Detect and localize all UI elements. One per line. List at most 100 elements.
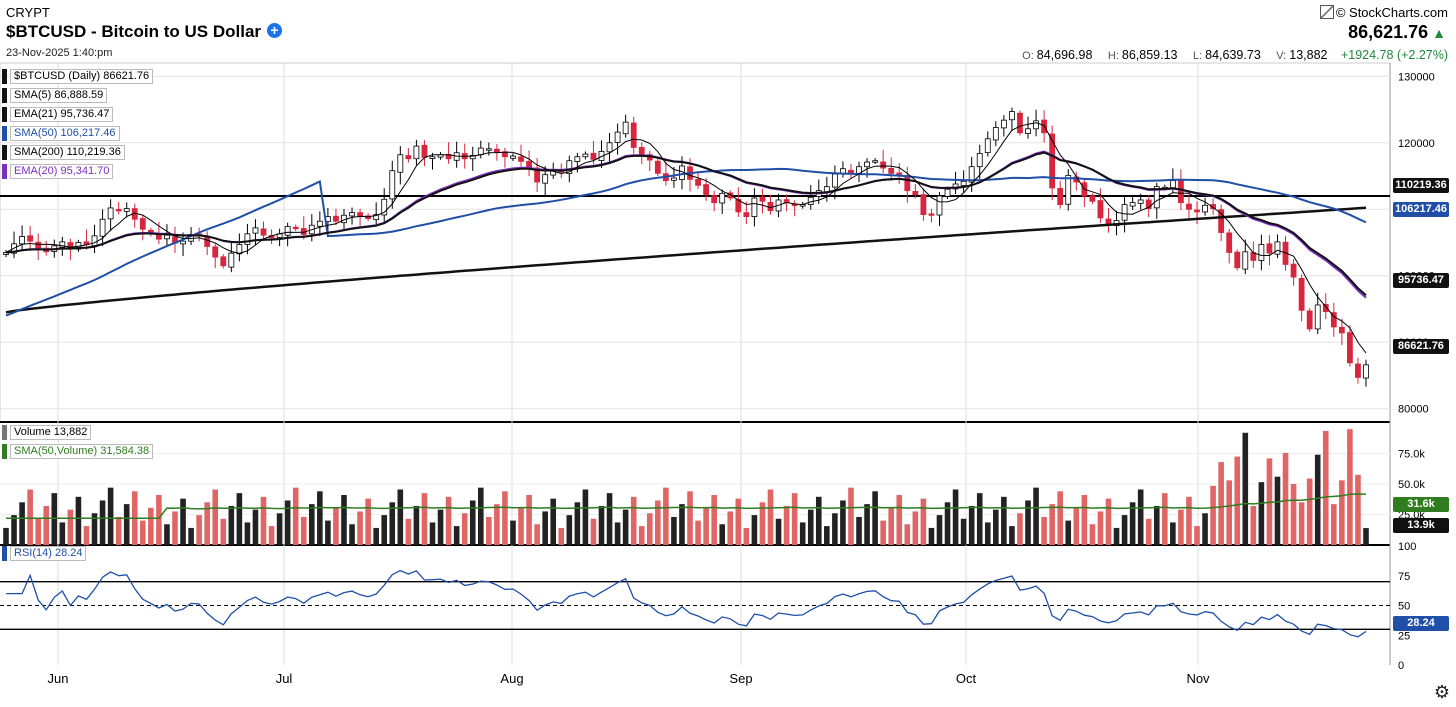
open-value: 84,696.98	[1036, 48, 1093, 62]
candle-body	[1242, 251, 1249, 270]
volume-bar	[43, 505, 50, 545]
candle	[1194, 201, 1200, 225]
candle-body	[59, 241, 66, 248]
candle-body	[220, 256, 227, 267]
candle-body	[1266, 243, 1273, 254]
candle-body	[1009, 111, 1015, 121]
volume-bar	[477, 487, 484, 545]
volume-bar	[3, 527, 9, 545]
legend-sma50: SMA(50) 106,217.46	[2, 126, 120, 141]
volume-bars	[3, 429, 1369, 545]
volume-bar	[759, 502, 766, 545]
brand[interactable]: © StockCharts.com	[1319, 5, 1448, 20]
up-arrow-icon: ▲	[1432, 25, 1446, 41]
candle	[212, 242, 219, 269]
volume-bar	[1226, 480, 1232, 545]
volume-bar	[35, 518, 41, 545]
y-tick-label: 75	[1398, 571, 1410, 583]
volume-bar	[107, 487, 114, 545]
candle-body	[1033, 120, 1039, 130]
legend-ema21: EMA(21) 95,736.47	[2, 107, 114, 122]
candle-body	[1322, 303, 1329, 313]
volume-bar	[1033, 487, 1039, 545]
candle-body	[992, 127, 999, 141]
legend-vol-sma: SMA(50,Volume) 31,584.38	[2, 444, 154, 459]
volume-bar	[606, 493, 613, 545]
candle-body	[1202, 204, 1208, 213]
candle	[1186, 194, 1192, 220]
volume-bar	[260, 496, 267, 545]
candle-body	[606, 142, 613, 153]
candle-body	[1065, 174, 1072, 205]
gear-icon[interactable]: ⚙	[1433, 682, 1450, 702]
candle	[1025, 116, 1031, 139]
change-value: +1924.78 (+2.27%)	[1340, 48, 1448, 62]
candle	[244, 224, 251, 255]
candle-body	[164, 234, 170, 240]
candle-body	[212, 246, 219, 258]
candle	[1049, 125, 1056, 201]
candle-body	[284, 226, 291, 236]
volume-bar	[799, 522, 806, 545]
candle-body	[373, 214, 380, 221]
rsi-line	[6, 569, 1367, 638]
volume-bar	[767, 489, 774, 545]
volume-bar	[1170, 522, 1176, 545]
candle-body	[389, 170, 396, 200]
candle-body	[115, 208, 122, 212]
candle-body	[566, 160, 573, 174]
candle	[1065, 169, 1072, 211]
volume-bar	[83, 526, 90, 545]
candle	[333, 208, 339, 226]
volume-bar	[437, 509, 444, 545]
volume-bar	[196, 515, 202, 545]
candle-body	[614, 131, 621, 143]
volume-bar	[397, 489, 404, 545]
candle	[1129, 195, 1136, 210]
candle	[349, 207, 355, 225]
candle	[131, 203, 138, 228]
volume-bar	[791, 493, 798, 545]
volume-bar	[1017, 513, 1023, 545]
candle	[920, 188, 927, 221]
volume-bar	[59, 522, 66, 545]
volume-bar	[11, 515, 17, 545]
candle	[807, 185, 814, 210]
volume-bar	[743, 527, 750, 545]
candle-body	[260, 228, 267, 236]
candle-body	[1145, 199, 1152, 209]
candle	[848, 164, 854, 179]
volume-bar	[148, 507, 154, 545]
candle-body	[1057, 187, 1064, 206]
volume-bar	[284, 500, 291, 545]
candle	[19, 225, 25, 252]
volume-bar	[638, 526, 645, 545]
volume-bar	[928, 527, 935, 545]
volume-bar	[156, 494, 162, 545]
y-tick-label: 50	[1398, 601, 1410, 613]
volume-bar	[244, 522, 251, 545]
candle-body	[502, 151, 508, 158]
candle	[3, 249, 9, 258]
volume-bar	[268, 526, 275, 545]
candle-body	[1178, 179, 1184, 204]
symbol-name: $BTCUSD - Bitcoin to US Dollar	[6, 22, 262, 41]
volume-bar	[252, 509, 259, 545]
candle-body	[107, 207, 114, 220]
volume-bar	[968, 505, 975, 545]
add-icon[interactable]: +	[267, 23, 283, 38]
candle	[976, 144, 983, 179]
candle-body	[904, 175, 911, 192]
volume-bar	[703, 507, 709, 545]
volume-sma-line	[6, 493, 1367, 519]
x-tick-label: Oct	[956, 671, 977, 686]
candle	[469, 146, 476, 171]
volume-bar	[486, 516, 492, 545]
volume-bar	[405, 518, 412, 545]
y-tick-label: 0	[1398, 660, 1404, 672]
candle-body	[1121, 204, 1128, 221]
candle-body	[35, 241, 42, 249]
volume-bar	[534, 524, 540, 545]
volume-bar	[19, 502, 25, 545]
